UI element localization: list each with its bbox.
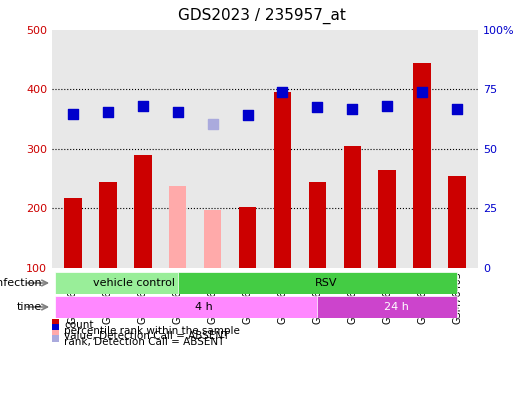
Text: rank, Detection Call = ABSENT: rank, Detection Call = ABSENT xyxy=(64,337,224,347)
Bar xyxy=(134,155,152,268)
Point xyxy=(139,102,147,109)
Point xyxy=(69,111,77,118)
Text: 24 h: 24 h xyxy=(383,302,408,312)
Text: RSV: RSV xyxy=(315,278,337,288)
Point xyxy=(453,105,461,112)
Bar xyxy=(274,92,291,268)
Text: time: time xyxy=(16,302,41,312)
Bar xyxy=(413,63,431,268)
FancyBboxPatch shape xyxy=(55,272,195,294)
Point xyxy=(418,89,426,95)
Text: GDS2023 / 235957_at: GDS2023 / 235957_at xyxy=(178,8,345,24)
Bar xyxy=(379,170,396,268)
Text: percentile rank within the sample: percentile rank within the sample xyxy=(64,326,240,335)
FancyBboxPatch shape xyxy=(317,296,457,318)
Point xyxy=(383,102,391,109)
Text: infection: infection xyxy=(0,278,41,288)
Text: count: count xyxy=(64,320,94,330)
Bar xyxy=(448,176,466,268)
FancyBboxPatch shape xyxy=(178,272,457,294)
Bar xyxy=(64,198,82,268)
Bar xyxy=(309,182,326,268)
Text: 4 h: 4 h xyxy=(195,302,213,312)
Bar xyxy=(204,210,221,268)
Point xyxy=(278,89,287,95)
Point xyxy=(243,112,252,118)
Text: vehicle control: vehicle control xyxy=(93,278,175,288)
Point xyxy=(313,104,322,111)
Point xyxy=(209,121,217,127)
Bar xyxy=(169,186,186,268)
Bar xyxy=(344,146,361,268)
Point xyxy=(104,109,112,115)
Point xyxy=(348,105,357,112)
FancyBboxPatch shape xyxy=(55,296,335,318)
Bar xyxy=(239,207,256,268)
Text: value, Detection Call = ABSENT: value, Detection Call = ABSENT xyxy=(64,331,230,341)
Point xyxy=(174,109,182,115)
Bar xyxy=(99,182,117,268)
